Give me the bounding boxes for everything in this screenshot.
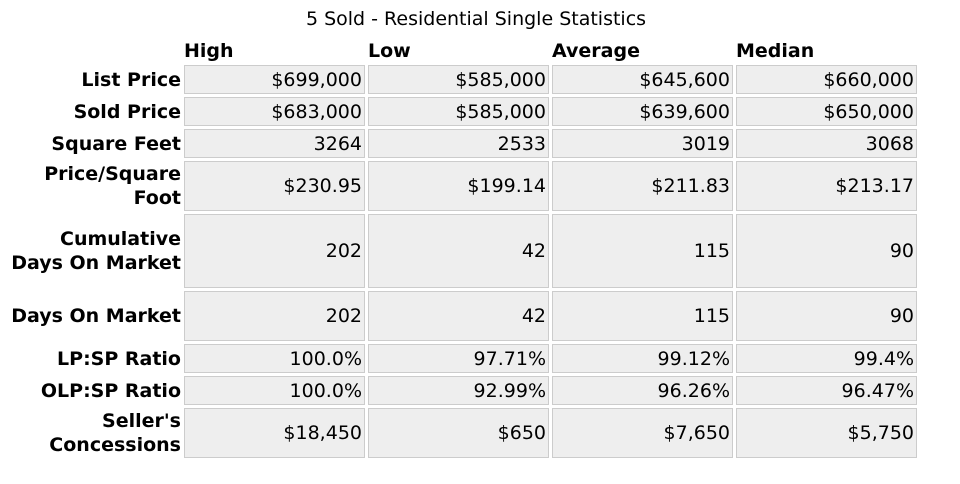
header-row: High Low Average Median: [5, 38, 917, 62]
statistics-table: High Low Average Median List Price $699,…: [2, 35, 920, 461]
table-title: 5 Sold - Residential Single Statistics: [305, 8, 647, 30]
cell-list-price-low: $585,000: [368, 65, 549, 94]
row-label-cumulative-days-on-market: Cumulative Days On Market: [11, 228, 181, 274]
cell-concessions-average: $7,650: [552, 408, 733, 458]
column-header-median: Median: [736, 40, 815, 62]
cell-olp-sp-low: 92.99%: [368, 376, 549, 405]
cell-price-per-sqft-low: $199.14: [368, 161, 549, 211]
cell-square-feet-high: 3264: [184, 129, 365, 158]
table-row: Days On Market 202 42 115 90: [5, 291, 917, 341]
row-label-olp-sp-ratio: OLP:SP Ratio: [40, 379, 181, 402]
cell-sold-price-average: $639,600: [552, 97, 733, 126]
cell-list-price-median: $660,000: [736, 65, 917, 94]
table-row: Seller's Concessions $18,450 $650 $7,650…: [5, 408, 917, 458]
cell-price-per-sqft-high: $230.95: [184, 161, 365, 211]
cell-lp-sp-high: 100.0%: [184, 344, 365, 373]
cell-cdom-median: 90: [736, 214, 917, 288]
column-header-low: Low: [368, 40, 411, 62]
table-row: LP:SP Ratio 100.0% 97.71% 99.12% 99.4%: [5, 344, 917, 373]
column-header-high: High: [184, 40, 234, 62]
cell-dom-low: 42: [368, 291, 549, 341]
cell-lp-sp-average: 99.12%: [552, 344, 733, 373]
row-label-sold-price: Sold Price: [73, 100, 181, 123]
cell-lp-sp-low: 97.71%: [368, 344, 549, 373]
row-label-days-on-market: Days On Market: [11, 305, 181, 327]
cell-olp-sp-average: 96.26%: [552, 376, 733, 405]
cell-cdom-low: 42: [368, 214, 549, 288]
cell-dom-average: 115: [552, 291, 733, 341]
cell-concessions-median: $5,750: [736, 408, 917, 458]
row-label-square-feet: Square Feet: [51, 132, 181, 155]
row-label-price-per-square-foot: Price/Square Foot: [44, 163, 181, 209]
cell-sold-price-median: $650,000: [736, 97, 917, 126]
cell-price-per-sqft-average: $211.83: [552, 161, 733, 211]
cell-square-feet-median: 3068: [736, 129, 917, 158]
cell-cdom-high: 202: [184, 214, 365, 288]
cell-concessions-high: $18,450: [184, 408, 365, 458]
cell-price-per-sqft-median: $213.17: [736, 161, 917, 211]
cell-dom-median: 90: [736, 291, 917, 341]
corner-cell: [5, 38, 181, 62]
table-row: Cumulative Days On Market 202 42 115 90: [5, 214, 917, 288]
cell-square-feet-average: 3019: [552, 129, 733, 158]
row-label-sellers-concessions: Seller's Concessions: [49, 410, 181, 456]
cell-olp-sp-median: 96.47%: [736, 376, 917, 405]
table-row: Square Feet 3264 2533 3019 3068: [5, 129, 917, 158]
row-label-lp-sp-ratio: LP:SP Ratio: [57, 347, 181, 370]
table-row: OLP:SP Ratio 100.0% 92.99% 96.26% 96.47%: [5, 376, 917, 405]
cell-list-price-average: $645,600: [552, 65, 733, 94]
cell-list-price-high: $699,000: [184, 65, 365, 94]
column-header-average: Average: [552, 40, 640, 62]
table-row: Sold Price $683,000 $585,000 $639,600 $6…: [5, 97, 917, 126]
cell-cdom-average: 115: [552, 214, 733, 288]
cell-sold-price-high: $683,000: [184, 97, 365, 126]
cell-dom-high: 202: [184, 291, 365, 341]
row-label-list-price: List Price: [81, 68, 181, 91]
cell-concessions-low: $650: [368, 408, 549, 458]
cell-olp-sp-high: 100.0%: [184, 376, 365, 405]
cell-square-feet-low: 2533: [368, 129, 549, 158]
cell-sold-price-low: $585,000: [368, 97, 549, 126]
table-row: Price/Square Foot $230.95 $199.14 $211.8…: [5, 161, 917, 211]
cell-lp-sp-median: 99.4%: [736, 344, 917, 373]
table-row: List Price $699,000 $585,000 $645,600 $6…: [5, 65, 917, 94]
